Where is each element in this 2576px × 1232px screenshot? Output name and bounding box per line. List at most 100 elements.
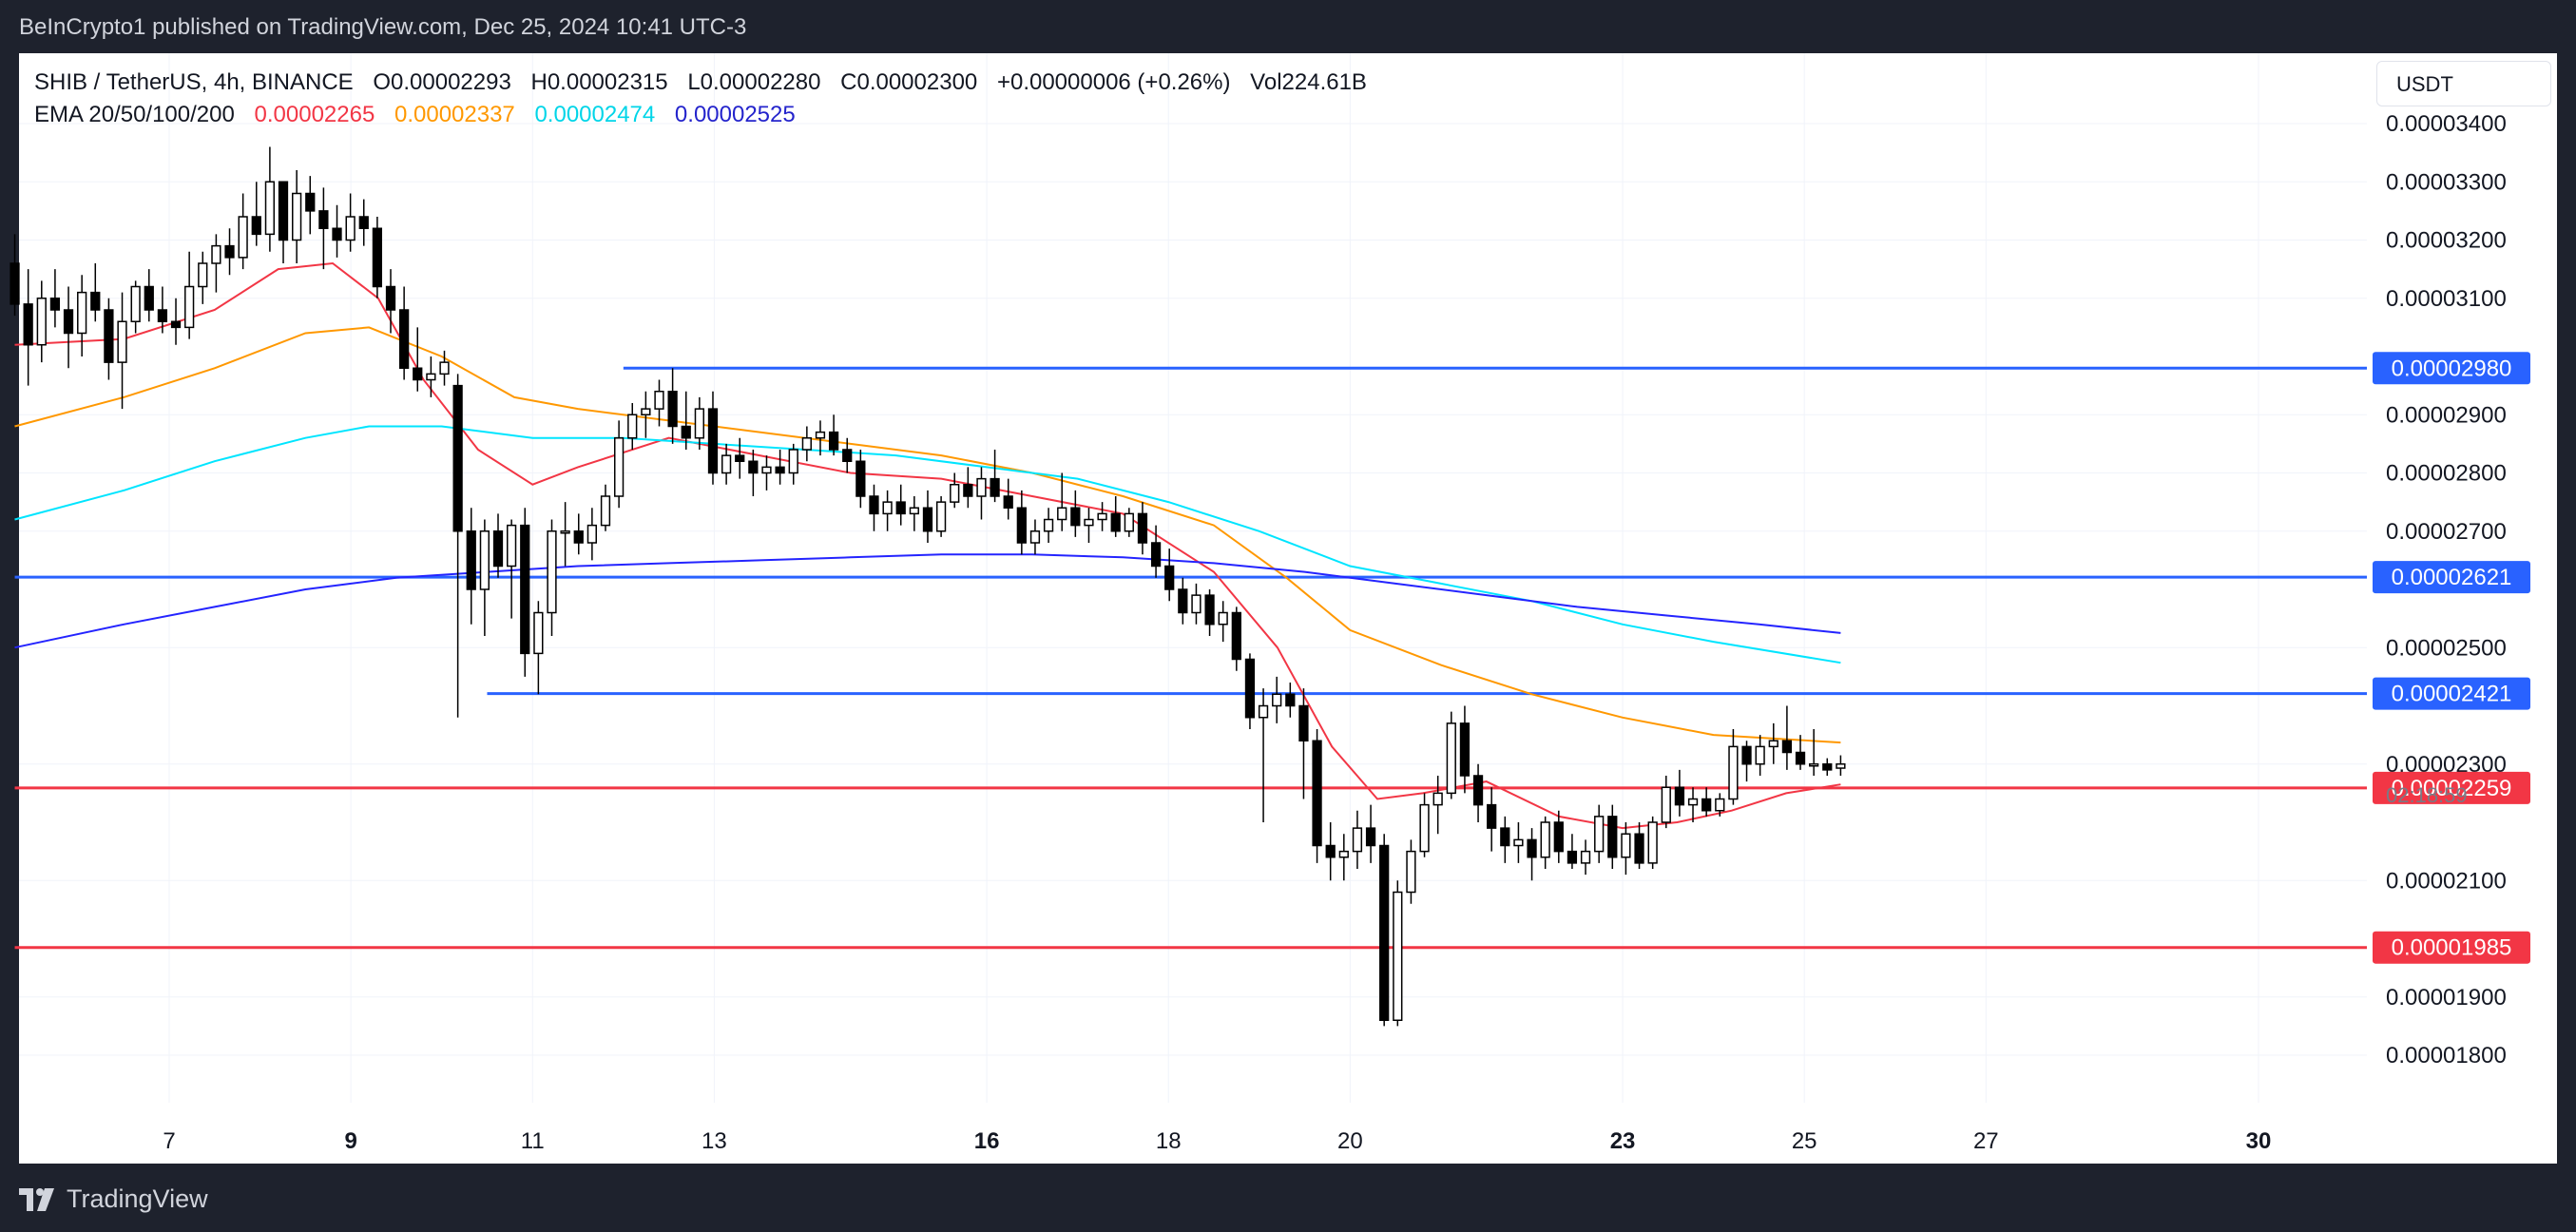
candle	[1258, 688, 1269, 822]
candle-body	[573, 530, 584, 544]
candle	[560, 502, 570, 567]
candle-body	[224, 244, 235, 259]
candle-body	[1513, 838, 1524, 847]
candle-body	[1500, 827, 1510, 847]
candle	[413, 327, 423, 392]
time-tick-label: 13	[702, 1128, 727, 1154]
candle-body	[1419, 803, 1430, 853]
candle-body	[1432, 792, 1443, 806]
candle	[1204, 589, 1215, 636]
chart-legend: SHIB / TetherUS, 4h, BINANCE O0.00002293…	[34, 67, 1380, 131]
candle	[1553, 810, 1564, 863]
time-tick-label: 9	[344, 1128, 356, 1154]
candle-body	[842, 449, 853, 462]
currency-button[interactable]: USDT	[2376, 61, 2551, 106]
candle	[345, 193, 356, 252]
candle	[1472, 763, 1484, 822]
candle	[842, 437, 853, 473]
resistance-level-badge: 0.00002980	[2373, 352, 2530, 385]
candle	[1487, 787, 1497, 852]
candle	[1137, 502, 1148, 555]
candle	[1567, 834, 1578, 869]
symbol-label[interactable]: SHIB / TetherUS, 4h, BINANCE	[34, 69, 354, 95]
candle-body	[694, 408, 704, 439]
price-tick-label: 0.00003200	[2386, 228, 2507, 254]
candle-body	[1755, 745, 1765, 765]
candle-body	[1312, 740, 1322, 847]
low-value: L0.00002280	[687, 69, 821, 95]
candle	[654, 379, 664, 427]
candle	[1715, 793, 1725, 817]
candle	[1029, 519, 1041, 555]
candle	[144, 269, 154, 322]
candle-body	[1352, 827, 1363, 853]
candle-body	[1204, 594, 1215, 626]
candle-body	[1446, 722, 1456, 795]
candle-body	[681, 425, 691, 439]
candle-body	[198, 262, 208, 288]
ema200-value: 0.00002525	[674, 102, 796, 127]
chart-area[interactable]	[19, 53, 2557, 1164]
candle	[1097, 502, 1107, 531]
badge-box	[2373, 677, 2530, 710]
candle	[492, 513, 504, 578]
candle	[1379, 834, 1390, 1027]
candle-body	[950, 484, 960, 503]
candle	[466, 508, 476, 625]
candle	[251, 182, 261, 246]
candle	[1795, 735, 1806, 770]
candle	[170, 298, 182, 345]
candle-body	[1218, 611, 1228, 626]
price-tick-label: 0.00001800	[2386, 1043, 2507, 1068]
candle	[1312, 729, 1322, 863]
candle	[990, 450, 1000, 503]
candle	[1191, 583, 1201, 625]
tradingview-logo[interactable]: TradingView	[19, 1184, 208, 1214]
price-tick-label: 0.00003400	[2386, 111, 2507, 137]
candle	[49, 269, 61, 328]
candle-body	[385, 285, 396, 311]
candle-body	[895, 501, 906, 515]
time-tick-label: 30	[2246, 1128, 2272, 1154]
candle	[1594, 804, 1605, 863]
candle-body	[1298, 704, 1309, 741]
candle-body	[1540, 821, 1550, 858]
candle	[855, 450, 866, 509]
candle	[1084, 508, 1094, 543]
candle-body	[815, 431, 826, 439]
candle-body	[1258, 704, 1269, 719]
volume-value: Vol224.61B	[1250, 69, 1367, 95]
candle	[963, 467, 973, 509]
candle-body	[1285, 693, 1296, 707]
candle-body	[1124, 512, 1134, 532]
candle-body	[1057, 507, 1067, 521]
candle	[1124, 508, 1134, 537]
badge-label: 0.00002621	[2392, 565, 2512, 590]
candle-body	[1741, 745, 1752, 765]
candle	[1768, 722, 1778, 764]
support-level-badge: 0.00002259	[2373, 771, 2530, 804]
candle-body	[1459, 722, 1471, 777]
candle-body	[922, 507, 933, 532]
candle	[305, 176, 316, 235]
price-tick-label: 0.00002700	[2386, 519, 2507, 545]
candle	[707, 391, 719, 485]
candle	[641, 391, 651, 438]
candle	[667, 368, 678, 444]
countdown-label: 02:18:59	[2386, 783, 2468, 807]
candle-body	[36, 298, 47, 346]
time-tick-label: 23	[1610, 1128, 1636, 1154]
candle-body	[104, 309, 114, 363]
candle	[117, 292, 127, 410]
candle-body	[130, 285, 141, 322]
ema-label[interactable]: EMA 20/50/100/200	[34, 102, 235, 127]
candle-body	[1647, 821, 1658, 864]
candle-body	[1701, 798, 1712, 812]
high-value: H0.00002315	[530, 69, 668, 95]
tradingview-icon	[19, 1187, 54, 1211]
candle	[292, 170, 302, 263]
horizontal-levels	[14, 366, 2367, 950]
candle-body	[1621, 833, 1631, 858]
ema20-value: 0.00002265	[254, 102, 375, 127]
